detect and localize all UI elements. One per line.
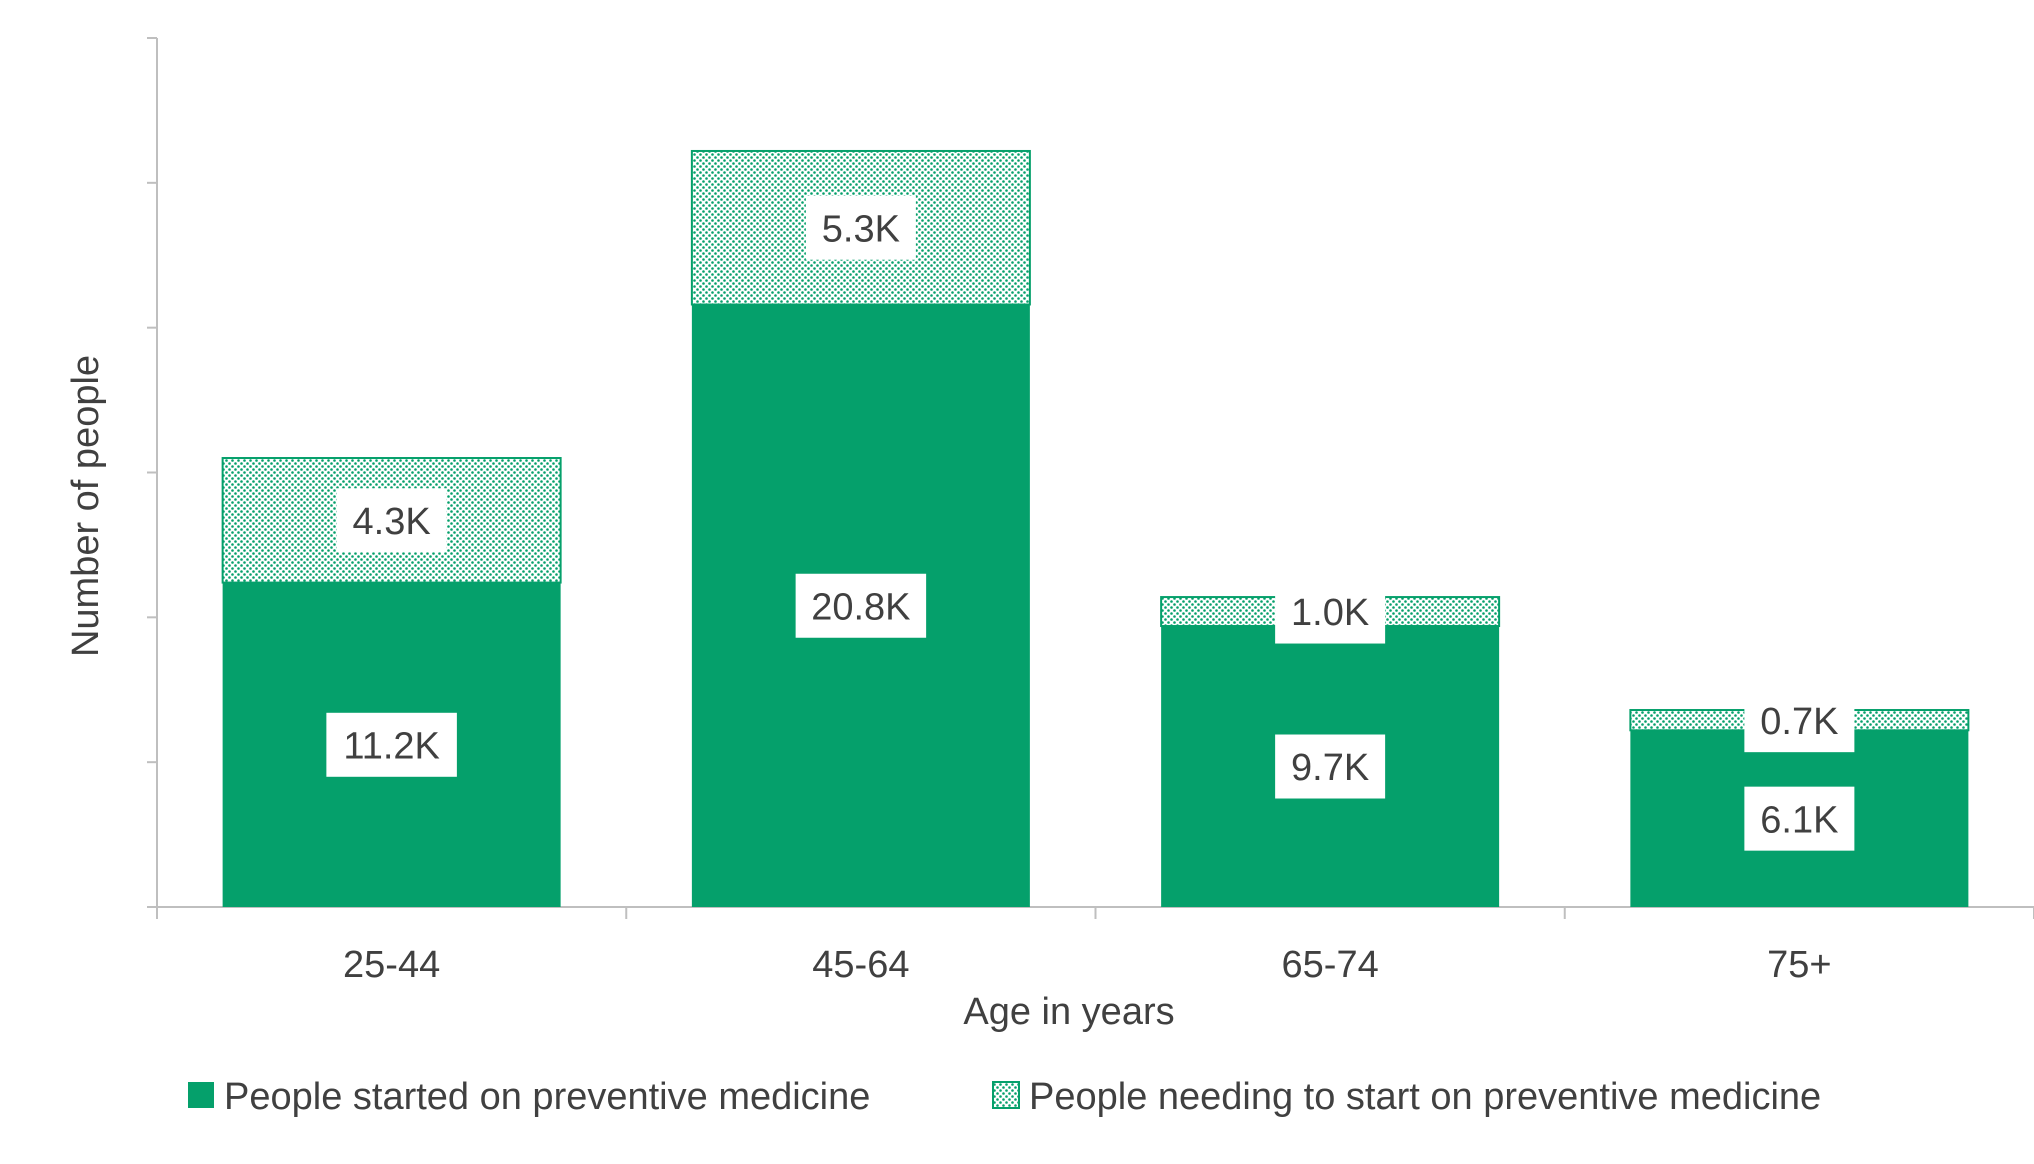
- x-axis-title: Age in years: [963, 991, 1174, 1033]
- data-label-bg: [805, 195, 916, 260]
- legend-swatch-needing: [992, 1081, 1020, 1109]
- data-label: 11.2K: [343, 725, 439, 767]
- bars: [221, 149, 1970, 907]
- data-label: 9.7K: [1291, 747, 1369, 789]
- x-tick-label: 75+: [1767, 944, 1831, 986]
- x-tick-label: 65-74: [1282, 944, 1379, 986]
- data-label: 5.3K: [822, 208, 900, 250]
- legend-swatch-started: [188, 1082, 214, 1108]
- y-axis-title: Number of people: [65, 355, 107, 657]
- data-label-bg: [336, 488, 447, 553]
- data-label-bg: [1275, 734, 1386, 799]
- axes: 25-44 45-64 65-74 75+: [147, 37, 2034, 986]
- data-label-bg: [795, 573, 927, 638]
- data-label-bg: [326, 712, 457, 777]
- data-label-bg: [1744, 786, 1855, 851]
- data-label: 0.7K: [1760, 701, 1838, 743]
- x-tick-label: 25-44: [343, 944, 440, 986]
- data-label: 4.3K: [353, 501, 431, 543]
- legend-label-started: People started on preventive medicine: [224, 1076, 870, 1118]
- legend-label-needing: People needing to start on preventive me…: [1029, 1076, 1821, 1118]
- data-label: 20.8K: [811, 586, 910, 628]
- data-label: 6.1K: [1760, 799, 1838, 841]
- data-label-bg: [1744, 688, 1855, 753]
- x-tick-label: 45-64: [812, 944, 909, 986]
- data-label-bg: [1275, 579, 1386, 644]
- data-labels: 11.2K 4.3K 20.8K 5.3K 9.7K 1.0K 6.1K 0.7K: [326, 195, 1855, 851]
- data-label: 1.0K: [1291, 592, 1369, 634]
- legend: People started on preventive medicine Pe…: [188, 1076, 1821, 1118]
